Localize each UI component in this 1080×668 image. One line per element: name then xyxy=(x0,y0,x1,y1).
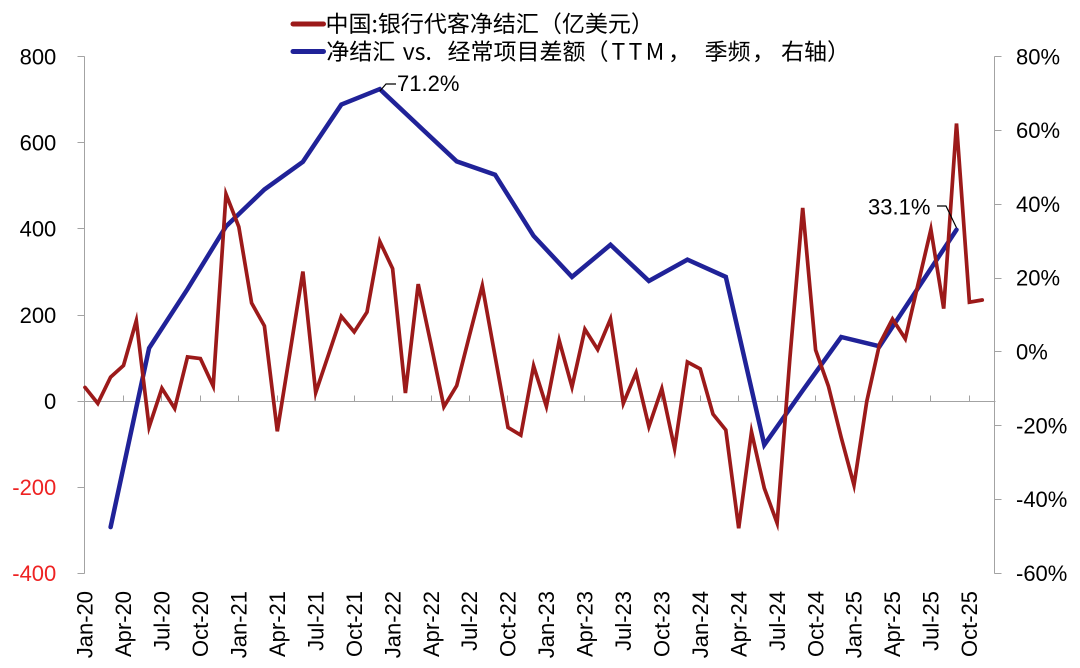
svg-text:Oct-25: Oct-25 xyxy=(957,591,982,657)
svg-text:Jan-20: Jan-20 xyxy=(73,591,98,658)
svg-text:Oct-21: Oct-21 xyxy=(342,591,367,657)
svg-text:Jul-24: Jul-24 xyxy=(765,591,790,651)
svg-text:Oct-24: Oct-24 xyxy=(803,591,828,657)
svg-text:600: 600 xyxy=(20,131,57,156)
svg-text:0: 0 xyxy=(44,389,56,414)
svg-text:400: 400 xyxy=(20,217,57,242)
svg-text:Apr-21: Apr-21 xyxy=(265,591,290,657)
svg-text:Apr-23: Apr-23 xyxy=(573,591,598,657)
svg-text:Jan-24: Jan-24 xyxy=(688,591,713,658)
svg-text:Oct-20: Oct-20 xyxy=(188,591,213,657)
svg-text:Jan-23: Jan-23 xyxy=(534,591,559,658)
svg-text:Jul-21: Jul-21 xyxy=(303,591,328,651)
svg-text:40%: 40% xyxy=(1016,192,1060,217)
svg-text:Oct-23: Oct-23 xyxy=(650,591,675,657)
svg-text:71.2%: 71.2% xyxy=(397,71,459,96)
svg-text:Jul-22: Jul-22 xyxy=(457,591,482,651)
svg-text:Apr-24: Apr-24 xyxy=(726,591,751,657)
svg-text:Jul-25: Jul-25 xyxy=(919,591,944,651)
svg-text:-60%: -60% xyxy=(1016,561,1067,586)
svg-text:800: 800 xyxy=(20,45,57,70)
svg-text:-400: -400 xyxy=(12,561,56,586)
svg-text:Jan-21: Jan-21 xyxy=(227,591,252,658)
svg-text:0%: 0% xyxy=(1016,340,1048,365)
svg-text:60%: 60% xyxy=(1016,118,1060,143)
svg-text:Apr-22: Apr-22 xyxy=(419,591,444,657)
svg-text:-20%: -20% xyxy=(1016,413,1067,438)
svg-text:80%: 80% xyxy=(1016,44,1060,69)
svg-text:Jul-20: Jul-20 xyxy=(150,591,175,651)
svg-text:-200: -200 xyxy=(12,475,56,500)
svg-text:Jul-23: Jul-23 xyxy=(611,591,636,651)
svg-text:Jan-22: Jan-22 xyxy=(380,591,405,658)
svg-text:Apr-20: Apr-20 xyxy=(111,591,136,657)
svg-text:-40%: -40% xyxy=(1016,487,1067,512)
svg-text:Apr-25: Apr-25 xyxy=(880,591,905,657)
svg-text:Jan-25: Jan-25 xyxy=(842,591,867,658)
svg-text:20%: 20% xyxy=(1016,266,1060,291)
svg-text:200: 200 xyxy=(20,303,57,328)
svg-text:33.1%: 33.1% xyxy=(868,195,930,220)
svg-text:Oct-22: Oct-22 xyxy=(496,591,521,657)
